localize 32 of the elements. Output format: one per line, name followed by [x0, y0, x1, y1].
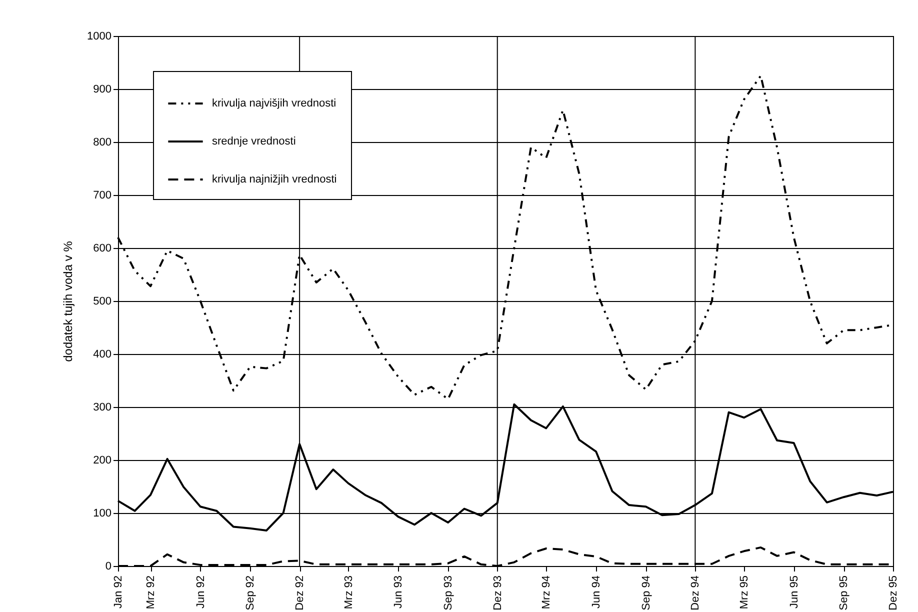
x-tick-label: Dez 94 — [690, 576, 702, 610]
x-tick-label: Dez 95 — [888, 576, 900, 610]
y-tick-label: 500 — [93, 296, 112, 308]
legend-label: krivulja najvišjih vrednosti — [212, 98, 336, 110]
x-tick-label: Sep 93 — [442, 576, 455, 610]
x-tick-label: Jun 93 — [392, 576, 405, 609]
x-tick-label: Mrz 92 — [145, 576, 158, 610]
legend-label: srednje vrednosti — [212, 136, 296, 148]
x-tick-label: Mrz 95 — [738, 576, 750, 610]
x-tick-label: Sep 95 — [838, 576, 850, 610]
y-tick-label: 0 — [105, 560, 112, 572]
y-axis-title: dodatek tujih voda v % — [61, 240, 76, 362]
y-tick-label: 300 — [93, 402, 112, 414]
x-tick-label: Sep 92 — [244, 576, 257, 610]
y-tick-label: 800 — [93, 136, 112, 148]
x-tick-label: Jun 92 — [194, 576, 207, 609]
y-tick-label: 200 — [93, 454, 112, 466]
x-tick-label: Mrz 94 — [540, 576, 553, 610]
y-tick-label: 1000 — [87, 30, 112, 42]
y-tick-label: 900 — [93, 84, 112, 96]
x-tick-label: Sep 94 — [640, 576, 652, 610]
x-tick-label: Dez 92 — [294, 576, 306, 610]
y-tick-label: 700 — [93, 190, 112, 202]
x-tick-label: Dez 93 — [492, 576, 504, 610]
legend-label: krivulja najnižjih vrednosti — [212, 174, 337, 186]
y-tick-label: 400 — [93, 348, 112, 360]
x-tick-label: Jun 95 — [788, 576, 800, 609]
y-tick-label: 100 — [93, 508, 112, 520]
x-tick-label: Mrz 93 — [342, 576, 355, 610]
x-tick-label: Jun 94 — [590, 576, 603, 609]
x-tick-label: Jan 92 — [112, 576, 124, 609]
y-tick-label: 600 — [93, 242, 112, 254]
